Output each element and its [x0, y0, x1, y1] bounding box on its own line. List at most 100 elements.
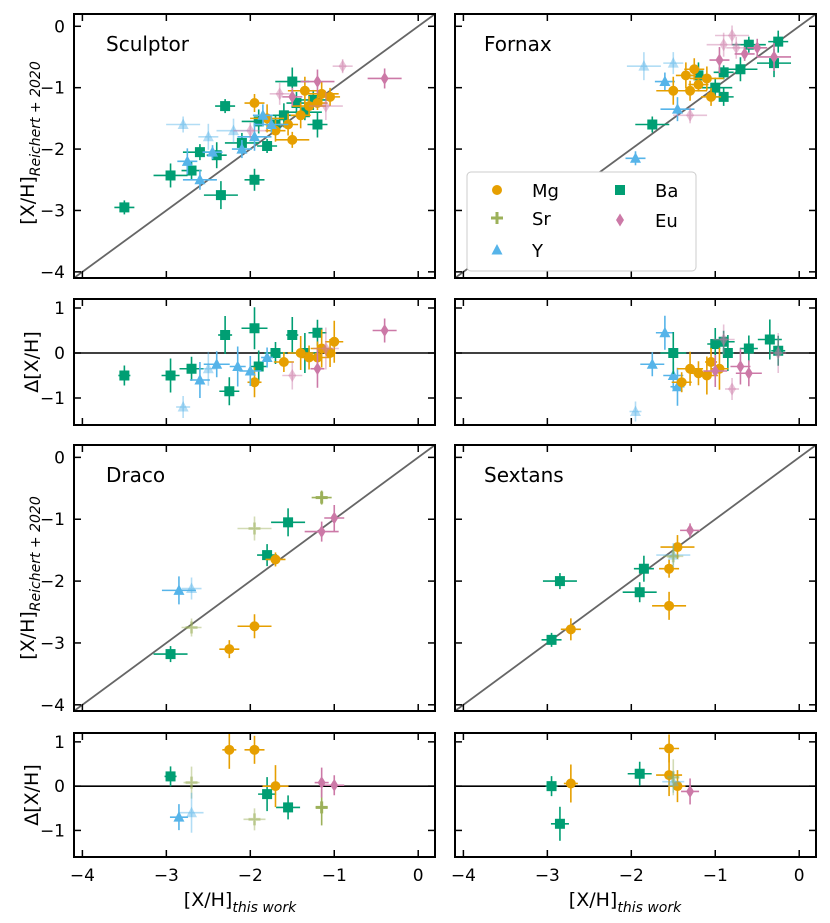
- residual-point-y: [202, 362, 214, 374]
- data-point-ba: [165, 170, 176, 181]
- one-to-one-line: [455, 445, 816, 711]
- error-bar: [308, 92, 343, 121]
- sextans-residual-ticks: −4 −3 −2 −1 0: [451, 733, 816, 886]
- error-bar: [706, 32, 741, 57]
- data-point-ba: [743, 39, 754, 50]
- x-tick-label: −2: [619, 866, 644, 886]
- error-bar: [626, 52, 661, 81]
- data-point-y: [257, 109, 269, 120]
- residual-point-ba: [283, 802, 294, 813]
- data-point-sr: [667, 550, 680, 563]
- data-point-ba: [194, 147, 205, 158]
- data-point-ba: [546, 634, 557, 645]
- residual-point-ba: [220, 330, 231, 340]
- data-point-ba: [718, 67, 729, 78]
- x-tick-label: 0: [794, 866, 805, 886]
- x-tick-label: −3: [535, 866, 560, 886]
- data-point-y: [202, 130, 214, 142]
- error-bar: [712, 324, 735, 355]
- legend-marker-sr: [491, 212, 503, 224]
- error-bar: [662, 770, 685, 793]
- residual-point-mg: [278, 357, 289, 367]
- residual-point-mg: [249, 744, 260, 755]
- data-point-mg: [664, 563, 675, 574]
- error-bar: [269, 82, 290, 105]
- y-tick-label: −3: [40, 201, 65, 221]
- data-point-mg: [270, 554, 281, 565]
- data-point-ba: [299, 107, 310, 118]
- residual-point-eu: [774, 346, 783, 360]
- sextans-residual-panel: −4 −3 −2 −1 0: [451, 732, 817, 886]
- data-point-y: [194, 173, 206, 185]
- data-point-sr: [185, 621, 198, 634]
- residual-point-y: [667, 369, 679, 380]
- data-point-eu: [686, 523, 695, 537]
- y-tick-label: 0: [54, 777, 65, 797]
- y-tick-label: 0: [54, 448, 65, 468]
- data-point-ba: [773, 36, 784, 47]
- data-point-mg: [295, 110, 306, 121]
- legend-marker-eu: [616, 213, 624, 227]
- y-tick-label: 0: [54, 17, 65, 37]
- residual-point-ba: [718, 336, 729, 347]
- data-point-mg: [249, 621, 260, 632]
- data-point-y: [265, 118, 277, 130]
- residual-point-mg: [295, 348, 306, 358]
- data-point-ba: [710, 82, 721, 93]
- draco-main-frame: [73, 444, 436, 712]
- legend-marker-ba: [615, 185, 625, 195]
- draco-main-panel: −4 −3 −2 −1 0 Draco: [40, 444, 436, 716]
- residual-point-y: [244, 365, 256, 376]
- residual-point-eu: [321, 342, 330, 355]
- residual-point-ba: [186, 363, 197, 374]
- data-point-mg: [325, 91, 336, 102]
- data-point-ba: [693, 70, 704, 81]
- data-point-ba: [554, 576, 565, 587]
- sculptor-main-panel: −4 −3 −2 −1 0 Sculptor: [40, 13, 436, 283]
- residual-point-mg: [701, 370, 712, 381]
- sextans-panel-title: Sextans: [484, 463, 564, 487]
- y-tick-label: 1: [54, 299, 65, 319]
- data-point-mg: [249, 98, 260, 109]
- svg-text:Δ[X/H]: Δ[X/H]: [21, 764, 43, 826]
- residual-point-ba: [249, 323, 260, 334]
- residual-point-ba: [262, 789, 273, 800]
- data-point-ba: [287, 76, 298, 87]
- data-point-mg: [706, 91, 717, 102]
- legend-label: Sr: [532, 209, 551, 230]
- data-point-eu: [728, 28, 737, 42]
- y-tick-label: 1: [54, 733, 65, 753]
- data-point-eu: [380, 71, 389, 85]
- data-point-y: [249, 130, 260, 142]
- data-point-ba: [165, 649, 176, 660]
- data-point-mg: [664, 600, 675, 611]
- data-point-ba: [278, 110, 289, 121]
- x-tick-label: −4: [451, 866, 476, 886]
- residual-point-y: [667, 775, 679, 787]
- data-point-mg: [689, 64, 700, 75]
- y-axis-label-top: [X/H]Reichert + 2020: [17, 61, 44, 225]
- panel-layer: −4 −3 −2 −1 0 Sculptor −1 0 1 Fornax −4 −3 −2 −1 0 Drac…: [40, 13, 817, 886]
- data-point-y: [659, 75, 671, 87]
- error-bar: [332, 59, 353, 74]
- residual-point-y: [261, 351, 273, 362]
- data-point-eu: [719, 38, 728, 52]
- residual-point-mg: [672, 781, 683, 792]
- data-point-mg: [701, 73, 712, 84]
- sextans-main-frame: [454, 444, 817, 712]
- residual-point-ba: [634, 768, 645, 779]
- residual-point-y: [186, 806, 198, 818]
- one-to-one-line: [74, 445, 435, 711]
- error-bar: [179, 792, 204, 833]
- residual-point-mg: [685, 363, 696, 374]
- legend-entry-eu: Eu: [616, 211, 678, 232]
- residual-point-ba: [743, 343, 754, 354]
- data-point-y: [671, 103, 683, 114]
- data-point-sr: [315, 491, 328, 504]
- error-bar: [663, 52, 684, 75]
- data-point-ba: [119, 202, 130, 213]
- x-tick-label: −4: [70, 866, 95, 886]
- residual-point-eu: [380, 324, 389, 337]
- residual-point-y: [211, 358, 223, 369]
- error-bar: [282, 361, 303, 390]
